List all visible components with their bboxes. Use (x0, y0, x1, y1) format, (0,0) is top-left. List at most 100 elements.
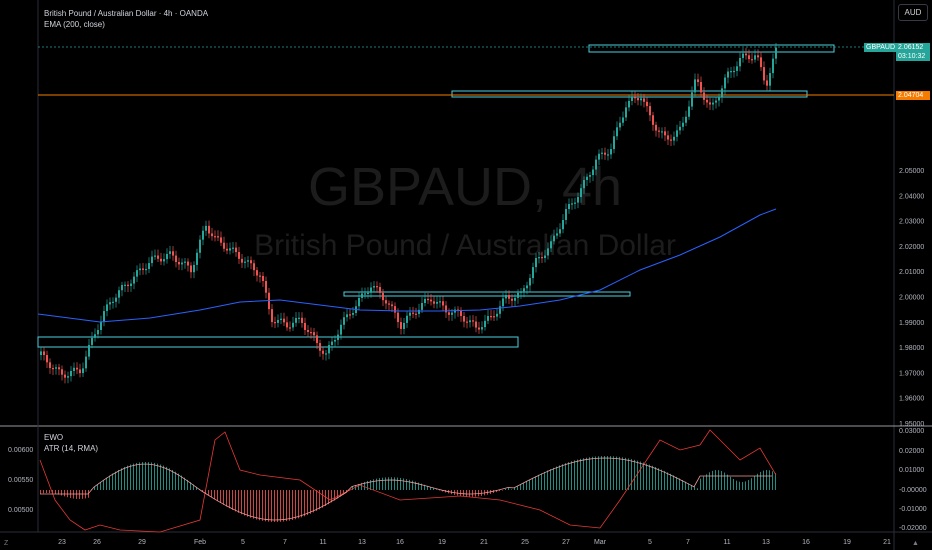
candle-body (586, 176, 588, 181)
candle-body (139, 268, 141, 271)
candle-body (598, 153, 600, 160)
candle-body (655, 124, 657, 131)
ewo-bar (577, 459, 578, 490)
candle-body (286, 322, 288, 328)
ewo-bar (676, 476, 677, 490)
time-tick: 29 (138, 539, 146, 546)
candle-body (202, 230, 204, 240)
ewo-bar (409, 479, 410, 490)
candle-body (637, 98, 639, 101)
symbol-title[interactable]: British Pound / Australian Dollar · 4h ·… (44, 9, 209, 18)
candle-body (205, 225, 207, 231)
ewo-bar (223, 490, 224, 505)
atr-legend[interactable]: ATR (14, RMA) (44, 444, 99, 453)
candle-body (238, 252, 240, 259)
ewo-bar (547, 470, 548, 490)
ewo-bar (760, 471, 761, 490)
ema-legend[interactable]: EMA (200, close) (44, 20, 105, 29)
candle-body (169, 251, 171, 254)
candle-body (559, 229, 561, 234)
candle-body (505, 295, 507, 299)
candle-body (418, 309, 420, 314)
ewo-bar (718, 470, 719, 490)
ewo-bar (190, 482, 191, 490)
candle-body (664, 131, 666, 136)
atr-tick: -0.01000 (899, 506, 927, 513)
candle-body (652, 115, 654, 125)
zone-top[interactable] (588, 44, 835, 53)
candle-body (562, 219, 564, 230)
candle-body (556, 233, 558, 236)
timezone-icon[interactable]: Z (4, 540, 9, 547)
candle-body (148, 263, 150, 269)
zone-lower[interactable] (37, 336, 519, 348)
candle-body (496, 313, 498, 317)
candle-body (256, 270, 258, 276)
candle-body (55, 367, 57, 369)
ewo-bar (634, 459, 635, 490)
candle-body (334, 339, 336, 342)
time-tick: 7 (283, 539, 287, 546)
ewo-bar (538, 474, 539, 490)
price-tick: 2.03000 (899, 219, 924, 226)
zone-upper[interactable] (451, 90, 808, 98)
lower-right-axis[interactable]: 0.03000 0.02000 0.01000 -0.00000 -0.01000 -0.… (899, 428, 927, 532)
candle-body (619, 122, 621, 128)
candle-body (52, 367, 54, 370)
ewo-bar (322, 490, 323, 508)
candle-body (67, 376, 69, 378)
candles-layer (40, 42, 777, 384)
zone-middle[interactable] (343, 291, 631, 297)
ewo-bar (43, 490, 44, 494)
candle-body (73, 367, 75, 372)
candle-body (364, 293, 366, 295)
candle-body (226, 248, 228, 251)
price-tick: 2.05000 (899, 168, 924, 175)
price-axis[interactable]: 2.05000 2.04000 2.03000 2.02000 2.01000 2.000… (899, 168, 924, 428)
ewo-bar (397, 477, 398, 490)
candle-body (91, 337, 93, 345)
candle-body (760, 57, 762, 68)
ewo-bar (772, 471, 773, 490)
ewo-bar (193, 484, 194, 490)
candle-body (487, 316, 489, 321)
candle-body (277, 319, 279, 323)
ewo-bar (520, 484, 521, 490)
ewo-bar (49, 490, 50, 494)
candle-body (493, 316, 495, 318)
candle-body (616, 127, 618, 137)
ewo-bar (463, 490, 464, 497)
atr-tick: -0.00000 (899, 487, 927, 494)
ewo-bar (277, 490, 278, 522)
ewo-bar (571, 461, 572, 490)
candle-body (280, 318, 282, 320)
candle-body (718, 96, 720, 101)
candle-body (400, 322, 402, 329)
ewo-bar (703, 476, 704, 490)
candle-body (472, 320, 474, 322)
ewo-bar (97, 484, 98, 490)
time-axis[interactable]: 23 26 29 Feb 5 7 11 13 16 19 21 25 27 Mar 5 7 11 13 16 19 21 (58, 539, 891, 546)
candle-body (541, 257, 543, 259)
candle-body (160, 258, 162, 262)
candle-body (451, 312, 453, 315)
ewo-legend[interactable]: EWO (44, 433, 64, 442)
candle-body (76, 367, 78, 370)
ewo-bar (388, 477, 389, 490)
candle-body (571, 203, 573, 205)
ewo-bar (496, 490, 497, 493)
auto-scale-icon[interactable]: ▲ (912, 540, 919, 547)
ewo-bar (367, 480, 368, 490)
atr-tick: -0.02000 (899, 525, 927, 532)
currency-button[interactable]: AUD (898, 4, 928, 21)
ewo-bar (64, 490, 65, 497)
time-tick: 5 (648, 539, 652, 546)
ewo-tick: 0.00500 (8, 507, 33, 514)
ewo-bar (673, 475, 674, 490)
ewo-bar (442, 490, 443, 492)
candle-body (703, 92, 705, 100)
ewo-bar (460, 490, 461, 497)
candle-body (199, 239, 201, 253)
ewo-bar (130, 464, 131, 490)
